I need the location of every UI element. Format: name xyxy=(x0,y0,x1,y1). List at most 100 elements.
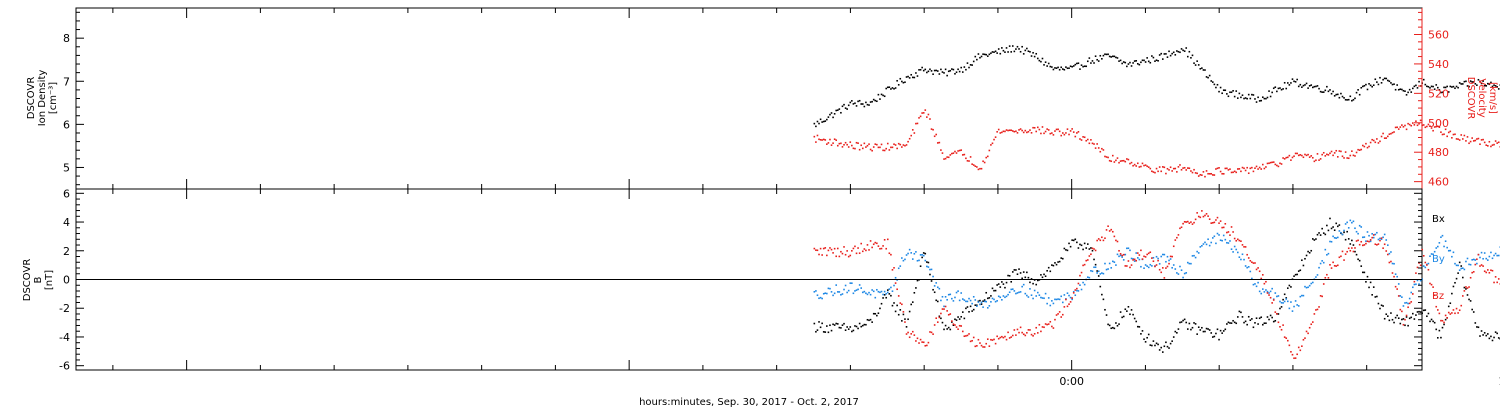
data-point xyxy=(826,118,828,121)
data-point xyxy=(813,322,816,325)
data-point xyxy=(863,323,866,326)
data-point xyxy=(1294,152,1297,155)
data-point xyxy=(1088,255,1091,257)
data-point xyxy=(1032,51,1034,54)
data-point xyxy=(1144,256,1147,258)
data-point xyxy=(1185,272,1188,274)
data-point xyxy=(1382,78,1384,81)
data-point xyxy=(1049,270,1052,273)
data-point xyxy=(1433,321,1436,324)
data-point xyxy=(1243,167,1245,170)
data-point xyxy=(1154,344,1156,347)
data-point xyxy=(1462,138,1464,140)
data-point xyxy=(1101,147,1103,150)
data-point xyxy=(1280,328,1283,331)
data-point xyxy=(1280,301,1283,304)
data-point xyxy=(996,300,998,302)
data-point xyxy=(1244,320,1247,323)
data-point xyxy=(1291,156,1294,159)
data-point xyxy=(1055,298,1058,301)
data-point xyxy=(1116,240,1119,243)
data-point xyxy=(946,310,948,312)
data-point xyxy=(871,321,873,323)
data-point xyxy=(1108,262,1111,265)
data-point xyxy=(1041,276,1044,279)
data-point xyxy=(1119,311,1122,313)
data-point xyxy=(890,88,892,90)
data-point xyxy=(1374,233,1377,236)
data-point xyxy=(816,134,819,137)
data-point xyxy=(1210,80,1213,82)
data-point xyxy=(958,149,961,152)
data-point xyxy=(855,141,858,144)
data-point xyxy=(1393,131,1395,133)
data-point xyxy=(1116,324,1119,327)
data-point xyxy=(1296,152,1298,155)
data-point xyxy=(1488,140,1491,143)
data-point xyxy=(999,132,1002,134)
data-point xyxy=(1297,346,1300,349)
data-point xyxy=(1180,48,1183,50)
data-point xyxy=(1238,256,1241,258)
data-point xyxy=(1346,99,1348,101)
data-point xyxy=(1430,85,1433,88)
data-point xyxy=(1336,225,1339,228)
data-point xyxy=(1043,297,1045,300)
data-point xyxy=(1024,276,1027,279)
data-point xyxy=(874,143,877,145)
data-point xyxy=(1282,298,1284,301)
data-point xyxy=(1035,295,1038,297)
data-point xyxy=(1182,222,1184,225)
data-point xyxy=(1302,338,1305,341)
data-point xyxy=(1426,264,1428,266)
data-point xyxy=(1263,97,1266,100)
data-point xyxy=(1141,162,1144,165)
data-point xyxy=(866,103,869,106)
data-point xyxy=(1277,165,1280,168)
data-point xyxy=(1366,88,1369,91)
data-point xyxy=(1286,300,1289,303)
data-point xyxy=(986,338,989,340)
data-point xyxy=(1340,92,1342,95)
data-point xyxy=(1085,259,1088,262)
data-point xyxy=(926,344,928,347)
data-point xyxy=(1438,329,1441,332)
data-point xyxy=(916,122,919,125)
data-point xyxy=(921,66,923,69)
data-point xyxy=(930,128,933,130)
data-point xyxy=(1168,262,1170,265)
data-point xyxy=(932,73,934,76)
data-point xyxy=(1318,87,1320,90)
data-point xyxy=(1251,318,1253,320)
data-point xyxy=(1230,91,1233,94)
data-point xyxy=(1493,336,1495,339)
data-point xyxy=(1254,262,1256,264)
data-point xyxy=(1161,267,1164,269)
data-point xyxy=(940,317,942,320)
data-point xyxy=(927,266,930,268)
data-point xyxy=(1160,271,1163,274)
data-point xyxy=(1210,222,1213,224)
data-point xyxy=(915,122,917,125)
data-point xyxy=(1372,286,1375,288)
data-point xyxy=(1472,258,1475,261)
data-point xyxy=(1419,311,1422,313)
data-point xyxy=(1221,239,1223,242)
data-point xyxy=(1330,92,1333,95)
data-point xyxy=(972,308,975,311)
data-point xyxy=(907,140,909,143)
data-point xyxy=(1066,305,1069,308)
top-right-axis-title-line1: DSCOVR xyxy=(1465,77,1476,120)
data-point xyxy=(863,290,866,293)
data-point xyxy=(1065,132,1067,134)
data-point xyxy=(1080,64,1083,66)
data-point xyxy=(1296,78,1298,81)
data-point xyxy=(952,68,955,71)
data-point xyxy=(1407,324,1409,327)
data-point xyxy=(1326,85,1328,88)
data-point xyxy=(1004,286,1006,289)
data-point xyxy=(1380,304,1383,307)
data-point xyxy=(1143,267,1145,269)
data-point xyxy=(1233,245,1236,248)
data-point xyxy=(1151,55,1153,57)
